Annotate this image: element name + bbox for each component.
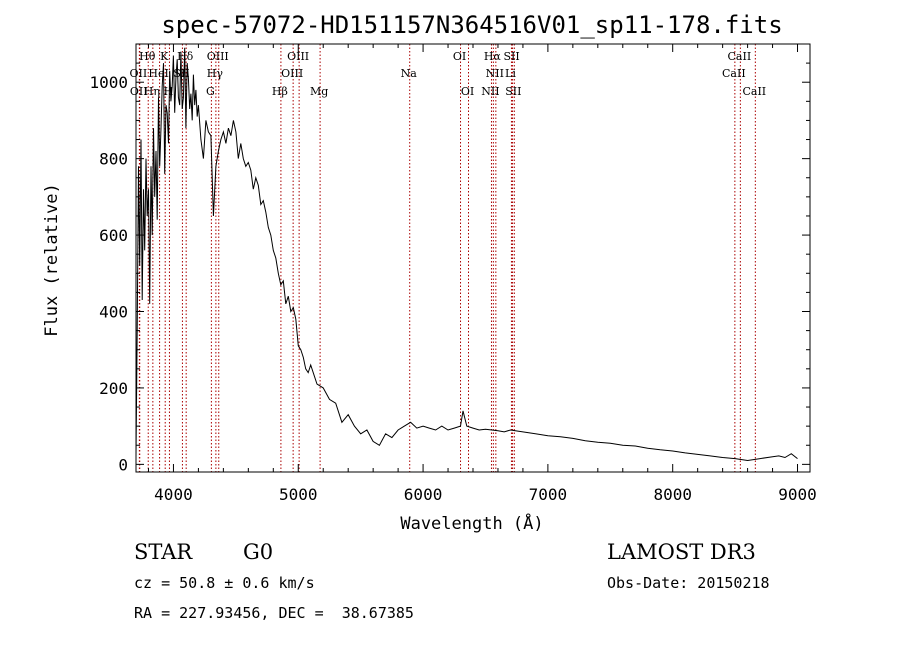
marker-label-18: OII — [130, 85, 148, 98]
marker-label-22: Hβ — [272, 85, 288, 98]
x-tick-label-5: 9000 — [778, 485, 817, 504]
marker-label-1: K — [160, 50, 169, 63]
spectrum-line — [135, 47, 798, 462]
object-class: STAR — [134, 540, 193, 564]
y-tick-label-1: 200 — [99, 379, 128, 398]
marker-label-17: CaII — [722, 67, 746, 80]
marker-label-8: SII — [503, 50, 519, 63]
x-axis-label: Wavelength (Å) — [400, 512, 543, 534]
marker-label-9: CaII — [728, 50, 752, 63]
redshift-text: cz = 50.8 ± 0.6 km/s — [134, 574, 315, 592]
y-tick-label-0: 0 — [118, 455, 128, 474]
marker-label-26: SII — [505, 85, 521, 98]
object-subclass: G0 — [243, 540, 274, 564]
coordinates-text: RA = 227.93456, DEC = 38.67385 — [134, 604, 414, 622]
marker-label-24: OI — [461, 85, 474, 98]
marker-label-23: Mg — [310, 85, 328, 98]
marker-label-6: OI — [453, 50, 466, 63]
marker-label-19: Hη — [144, 85, 160, 98]
marker-label-15: NII — [486, 67, 504, 80]
line-markers — [138, 44, 756, 472]
marker-label-13: Hγ — [207, 67, 224, 80]
marker-label-25: NII — [481, 85, 499, 98]
x-tick-label-1: 5000 — [279, 485, 318, 504]
plot-frame — [135, 43, 811, 473]
marker-label-27: CaII — [742, 85, 766, 98]
marker-label-4: OIII — [287, 50, 309, 63]
x-tick-label-4: 8000 — [653, 485, 692, 504]
x-tick-label-3: 7000 — [529, 485, 568, 504]
marker-label-14: OIII — [281, 67, 303, 80]
marker-label-16: Li — [505, 67, 516, 80]
marker-label-10: OII — [130, 67, 148, 80]
y-axis-label: Flux (relative) — [42, 183, 62, 337]
marker-label-11: HeI — [148, 67, 168, 80]
y-tick-label-5: 1000 — [89, 73, 128, 92]
obs-date-text: Obs-Date: 20150218 — [607, 574, 770, 592]
marker-label-0: Hθ — [139, 50, 156, 63]
y-tick-label-2: 400 — [99, 303, 128, 322]
y-axis-ticks: 0 200 400 600 800 1000 — [89, 62, 810, 474]
marker-label-7: Hα — [484, 50, 502, 63]
y-tick-label-4: 800 — [99, 150, 128, 169]
marker-label-21: G — [206, 85, 215, 98]
marker-label-20: H — [164, 85, 174, 98]
x-tick-label-0: 4000 — [154, 485, 193, 504]
x-axis-ticks: 4000 5000 6000 7000 8000 9000 — [147, 44, 817, 504]
marker-label-3: OIII — [207, 50, 229, 63]
marker-label-5: Na — [401, 67, 418, 80]
chart-title: spec-57072-HD151157N364516V01_sp11-178.f… — [161, 11, 782, 39]
y-tick-label-3: 600 — [99, 226, 128, 245]
survey-name: LAMOST DR3 — [607, 540, 756, 564]
x-tick-label-2: 6000 — [404, 485, 443, 504]
